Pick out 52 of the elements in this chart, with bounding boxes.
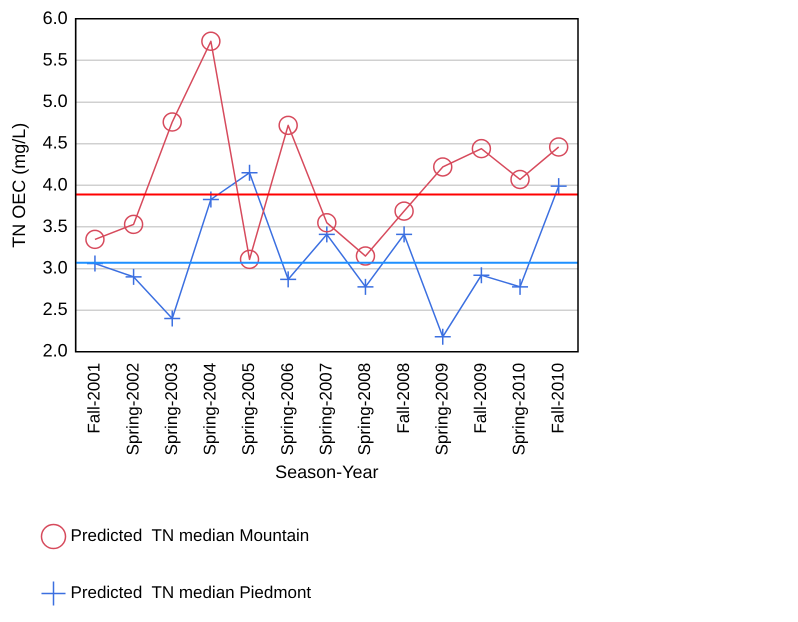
legend-label: Predicted TN median Piedmont [70,583,312,602]
point [202,190,220,208]
y-tick-label: 4.0 [42,174,68,194]
x-tick-label: Fall-2009 [471,362,490,434]
point [240,164,258,182]
x-tick-label: Fall-2001 [84,362,104,434]
point [162,112,182,132]
x-tick-label: Spring-2008 [355,362,374,456]
x-tick-label: Spring-2009 [432,362,452,456]
y-axis-title: TN OEC (mg/L) [8,122,29,248]
y-tick-label: 4.5 [42,132,68,153]
point [394,201,414,221]
point [395,226,413,244]
x-tick-label: Spring-2004 [200,362,220,456]
point [86,254,104,272]
legend-label: Predicted TN median Mountain [70,526,310,546]
x-tick-label: Spring-2005 [239,362,258,456]
point [124,268,142,286]
point [317,213,337,232]
point [279,270,297,288]
x-tick-label: Fall-2010 [548,362,568,434]
point [163,310,181,328]
point [472,266,490,284]
point [511,278,529,296]
point [124,214,144,234]
y-tick-label: 2.5 [42,299,68,320]
point [85,230,105,250]
point [432,157,452,177]
x-tick-label: Spring-2007 [316,362,336,456]
y-tick-label: 5.0 [42,91,68,112]
y-tick-label: 3.5 [42,216,68,236]
point [201,32,221,52]
point [278,116,298,136]
x-tick-label: Fall-2008 [394,362,413,434]
point [240,250,260,270]
point [472,138,492,158]
x-tick-label: Spring-2006 [278,362,297,456]
point [550,177,568,195]
y-tick-label: 6.0 [42,8,68,28]
x-tick-label: Spring-2002 [123,362,142,456]
y-tick-label: 2.0 [42,340,68,361]
point [434,328,452,346]
x-tick-label: Spring-2010 [510,362,529,456]
x-tick-label: Spring-2003 [162,362,181,456]
point [356,246,376,266]
y-tick-label: 5.5 [42,49,68,70]
x-axis-title: Season-Year [275,462,379,482]
point [318,226,336,244]
point [356,278,374,296]
point [548,137,568,157]
y-tick-label: 3.0 [42,258,68,278]
point [510,170,530,190]
